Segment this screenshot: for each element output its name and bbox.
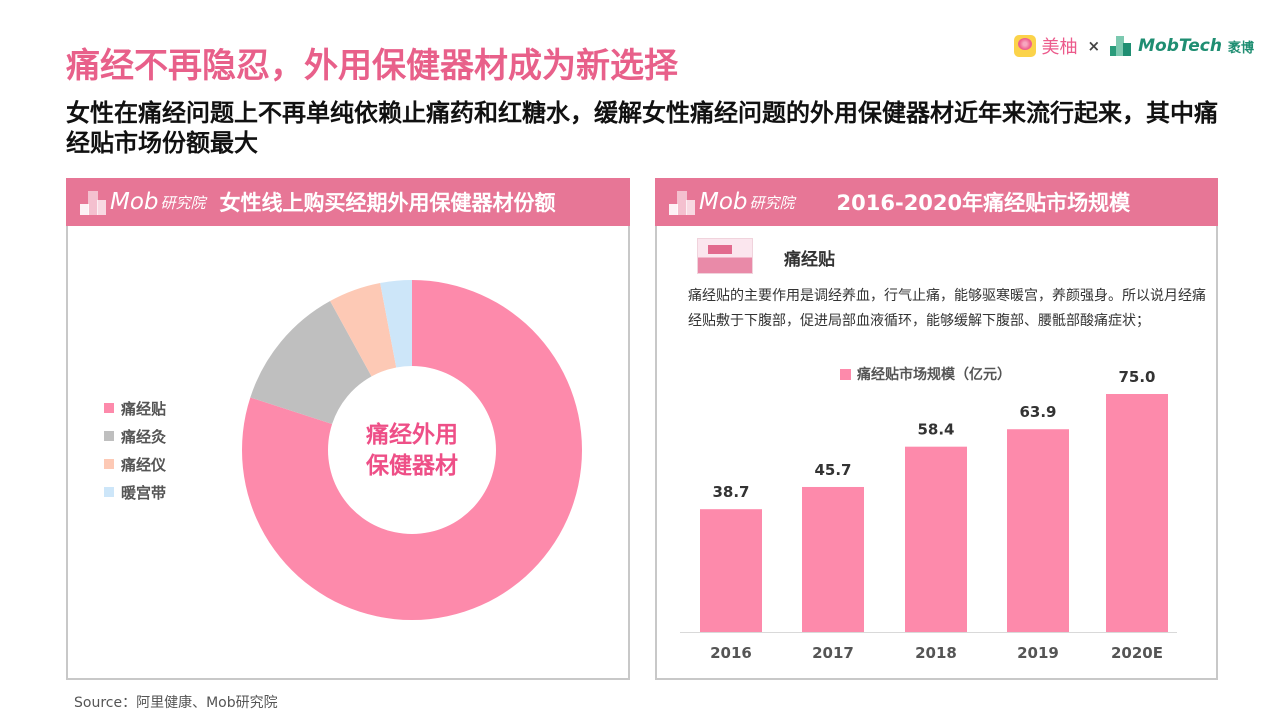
mobtech-brand-cn: 袤博 (1227, 40, 1254, 56)
bar-2020E (1106, 394, 1168, 632)
mob-research-logo: Mob 研究院 (80, 189, 206, 215)
legend-label: 痛经贴市场规模（亿元） (857, 367, 1011, 383)
bar-2016 (700, 509, 762, 632)
legend-swatch (840, 368, 851, 380)
page-subtitle: 女性在痛经问题上不再单纯依赖止痛药和红糖水，缓解女性痛经问题的外用保健器材近年来… (66, 99, 1218, 157)
bar-2017 (802, 486, 864, 632)
times-icon: × (1087, 37, 1101, 55)
x-tick-label: 2018 (915, 644, 957, 662)
data-label: 63.9 (1019, 403, 1056, 421)
panel-title: 女性线上购买经期外用保健器材份额 (219, 191, 556, 215)
logo-cn: 研究院 (160, 193, 206, 212)
legend-item: 痛经灸 (104, 422, 166, 450)
brand-logos: 美柚 × MobTech 袤博 (1013, 34, 1254, 58)
center-label-line: 保健器材 (366, 453, 458, 479)
legend-item: 痛经仪 (104, 450, 166, 478)
donut-slice-痛经仪 (330, 283, 397, 377)
legend-item: 痛经贴 (104, 394, 166, 422)
logo-text: Mob (110, 189, 159, 215)
meiyou-logo-icon (1013, 35, 1036, 57)
data-label: 75.0 (1118, 368, 1155, 386)
panel-header: Mob 研究院 2016-2020年痛经贴市场规模 (655, 178, 1218, 226)
data-label: 45.7 (814, 461, 851, 479)
product-image (697, 238, 753, 274)
product-name: 痛经贴 (784, 250, 835, 270)
bar-chart: 38.7 2016 45.7 2017 58.4 2018 63.9 2019 75.0 2020… (680, 368, 1177, 662)
logo-cn: 研究院 (749, 193, 795, 212)
legend-swatch (104, 459, 114, 469)
donut-center-label: 痛经外用 保健器材 (337, 420, 487, 482)
mobtech-brand: MobTech (1138, 36, 1222, 56)
donut-slice-痛经贴 (241, 280, 582, 620)
source-note: Source：阿里健康、Mob研究院 (74, 695, 278, 711)
legend-label: 暖宫带 (121, 483, 167, 502)
data-label: 58.4 (917, 421, 954, 439)
building-icon (80, 189, 108, 215)
bar-legend: 痛经贴市场规模（亿元） (840, 364, 1011, 384)
building-icon (669, 189, 697, 215)
x-tick-label: 2020E (1111, 644, 1163, 662)
product-description: 痛经贴的主要作用是调经养血，行气止痛，能够驱寒暖宫，养颜强身。所以说月经痛经贴敷… (688, 288, 1206, 329)
legend-item: 暖宫带 (104, 478, 166, 506)
donut-slice-痛经灸 (250, 301, 372, 425)
page-title: 痛经不再隐忍，外用保健器材成为新选择 (66, 46, 678, 86)
x-tick-label: 2017 (812, 644, 854, 662)
bar-2018 (905, 446, 967, 632)
mob-research-logo: Mob 研究院 (669, 189, 795, 215)
mobtech-logo-icon (1110, 36, 1132, 56)
legend-label: 痛经贴 (121, 399, 167, 418)
x-tick-label: 2016 (710, 644, 752, 662)
logo-text: Mob (699, 189, 748, 215)
meiyou-brand: 美柚 (1041, 37, 1078, 58)
bar-2019 (1007, 429, 1069, 632)
legend-swatch (104, 403, 114, 413)
legend-label: 痛经灸 (121, 427, 167, 446)
donut-slice-暖宫带 (380, 280, 412, 368)
center-label-line: 痛经外用 (366, 422, 458, 448)
data-label: 38.7 (712, 483, 749, 501)
x-tick-label: 2019 (1017, 644, 1059, 662)
legend-swatch (104, 487, 114, 497)
donut-legend: 痛经贴 痛经灸 痛经仪 暖宫带 (104, 394, 166, 506)
panel-header: Mob 研究院 女性线上购买经期外用保健器材份额 (66, 178, 630, 226)
legend-swatch (104, 431, 114, 441)
panel-title: 2016-2020年痛经贴市场规模 (836, 191, 1131, 215)
legend-label: 痛经仪 (121, 455, 167, 474)
donut-chart (241, 280, 582, 620)
